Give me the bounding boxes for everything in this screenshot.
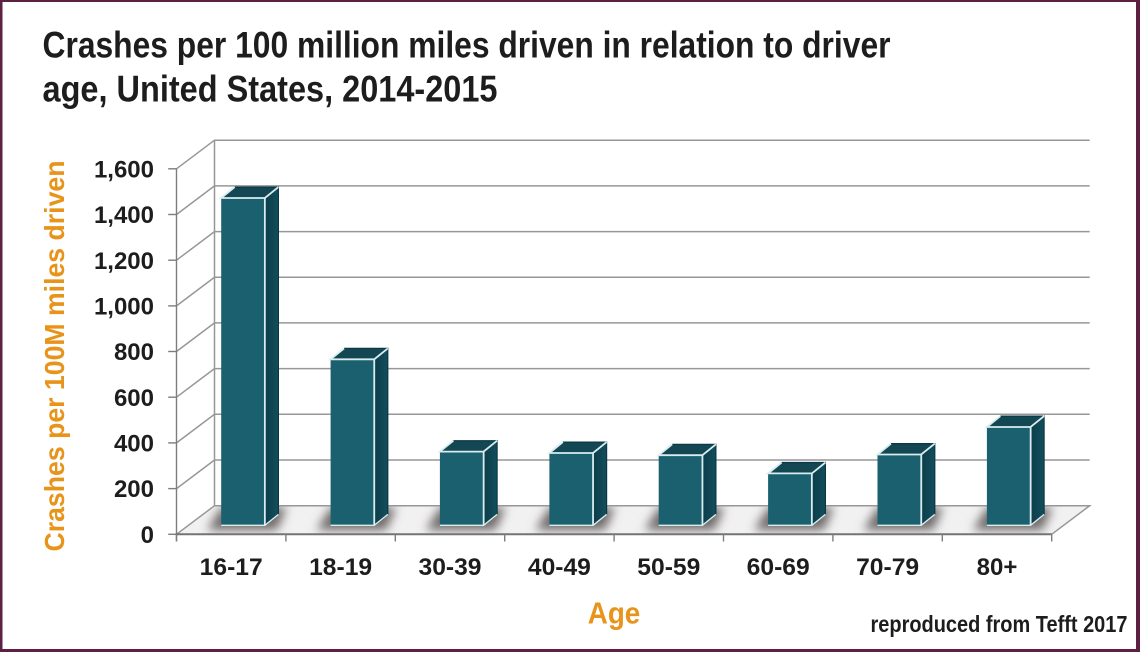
svg-text:400: 400 (114, 431, 154, 458)
svg-text:800: 800 (114, 339, 154, 366)
svg-text:1,200: 1,200 (94, 248, 154, 275)
svg-text:60-69: 60-69 (747, 554, 810, 581)
svg-text:0: 0 (141, 522, 154, 549)
svg-text:80+: 80+ (977, 554, 1018, 581)
svg-text:18-19: 18-19 (309, 554, 372, 581)
svg-text:Crashes per 100 million miles: Crashes per 100 million miles driven in … (43, 25, 891, 66)
svg-text:70-79: 70-79 (856, 554, 919, 581)
svg-text:40-49: 40-49 (528, 554, 591, 581)
svg-text:600: 600 (114, 385, 154, 412)
svg-text:50-59: 50-59 (637, 554, 700, 581)
svg-text:16-17: 16-17 (200, 554, 263, 581)
svg-text:age, United States, 2014-2015: age, United States, 2014-2015 (43, 69, 498, 110)
svg-text:30-39: 30-39 (419, 554, 482, 581)
svg-text:1,000: 1,000 (94, 293, 154, 320)
svg-text:Age: Age (588, 596, 641, 631)
svg-text:1,400: 1,400 (94, 202, 154, 229)
svg-text:1,600: 1,600 (94, 156, 154, 183)
svg-text:200: 200 (114, 476, 154, 503)
svg-text:Crashes per 100M miles driven: Crashes per 100M miles driven (39, 161, 70, 552)
svg-text:reproduced from Tefft 2017: reproduced from Tefft 2017 (871, 611, 1128, 637)
